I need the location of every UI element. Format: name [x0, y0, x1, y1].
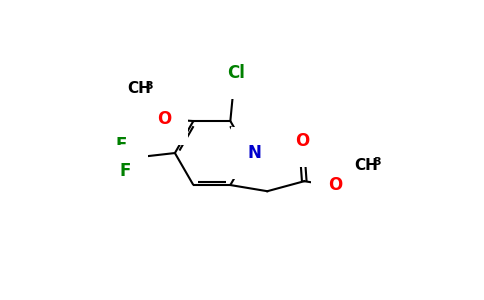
Text: N: N [247, 144, 261, 162]
Text: 3: 3 [145, 81, 152, 91]
Text: F: F [120, 162, 131, 180]
Text: O: O [157, 110, 171, 128]
Text: O: O [296, 132, 310, 150]
Text: CH: CH [127, 81, 151, 96]
Text: 3: 3 [373, 157, 380, 167]
Text: F: F [115, 136, 127, 154]
Text: O: O [328, 176, 342, 194]
Text: Cl: Cl [227, 64, 245, 82]
Text: CH: CH [354, 158, 378, 172]
